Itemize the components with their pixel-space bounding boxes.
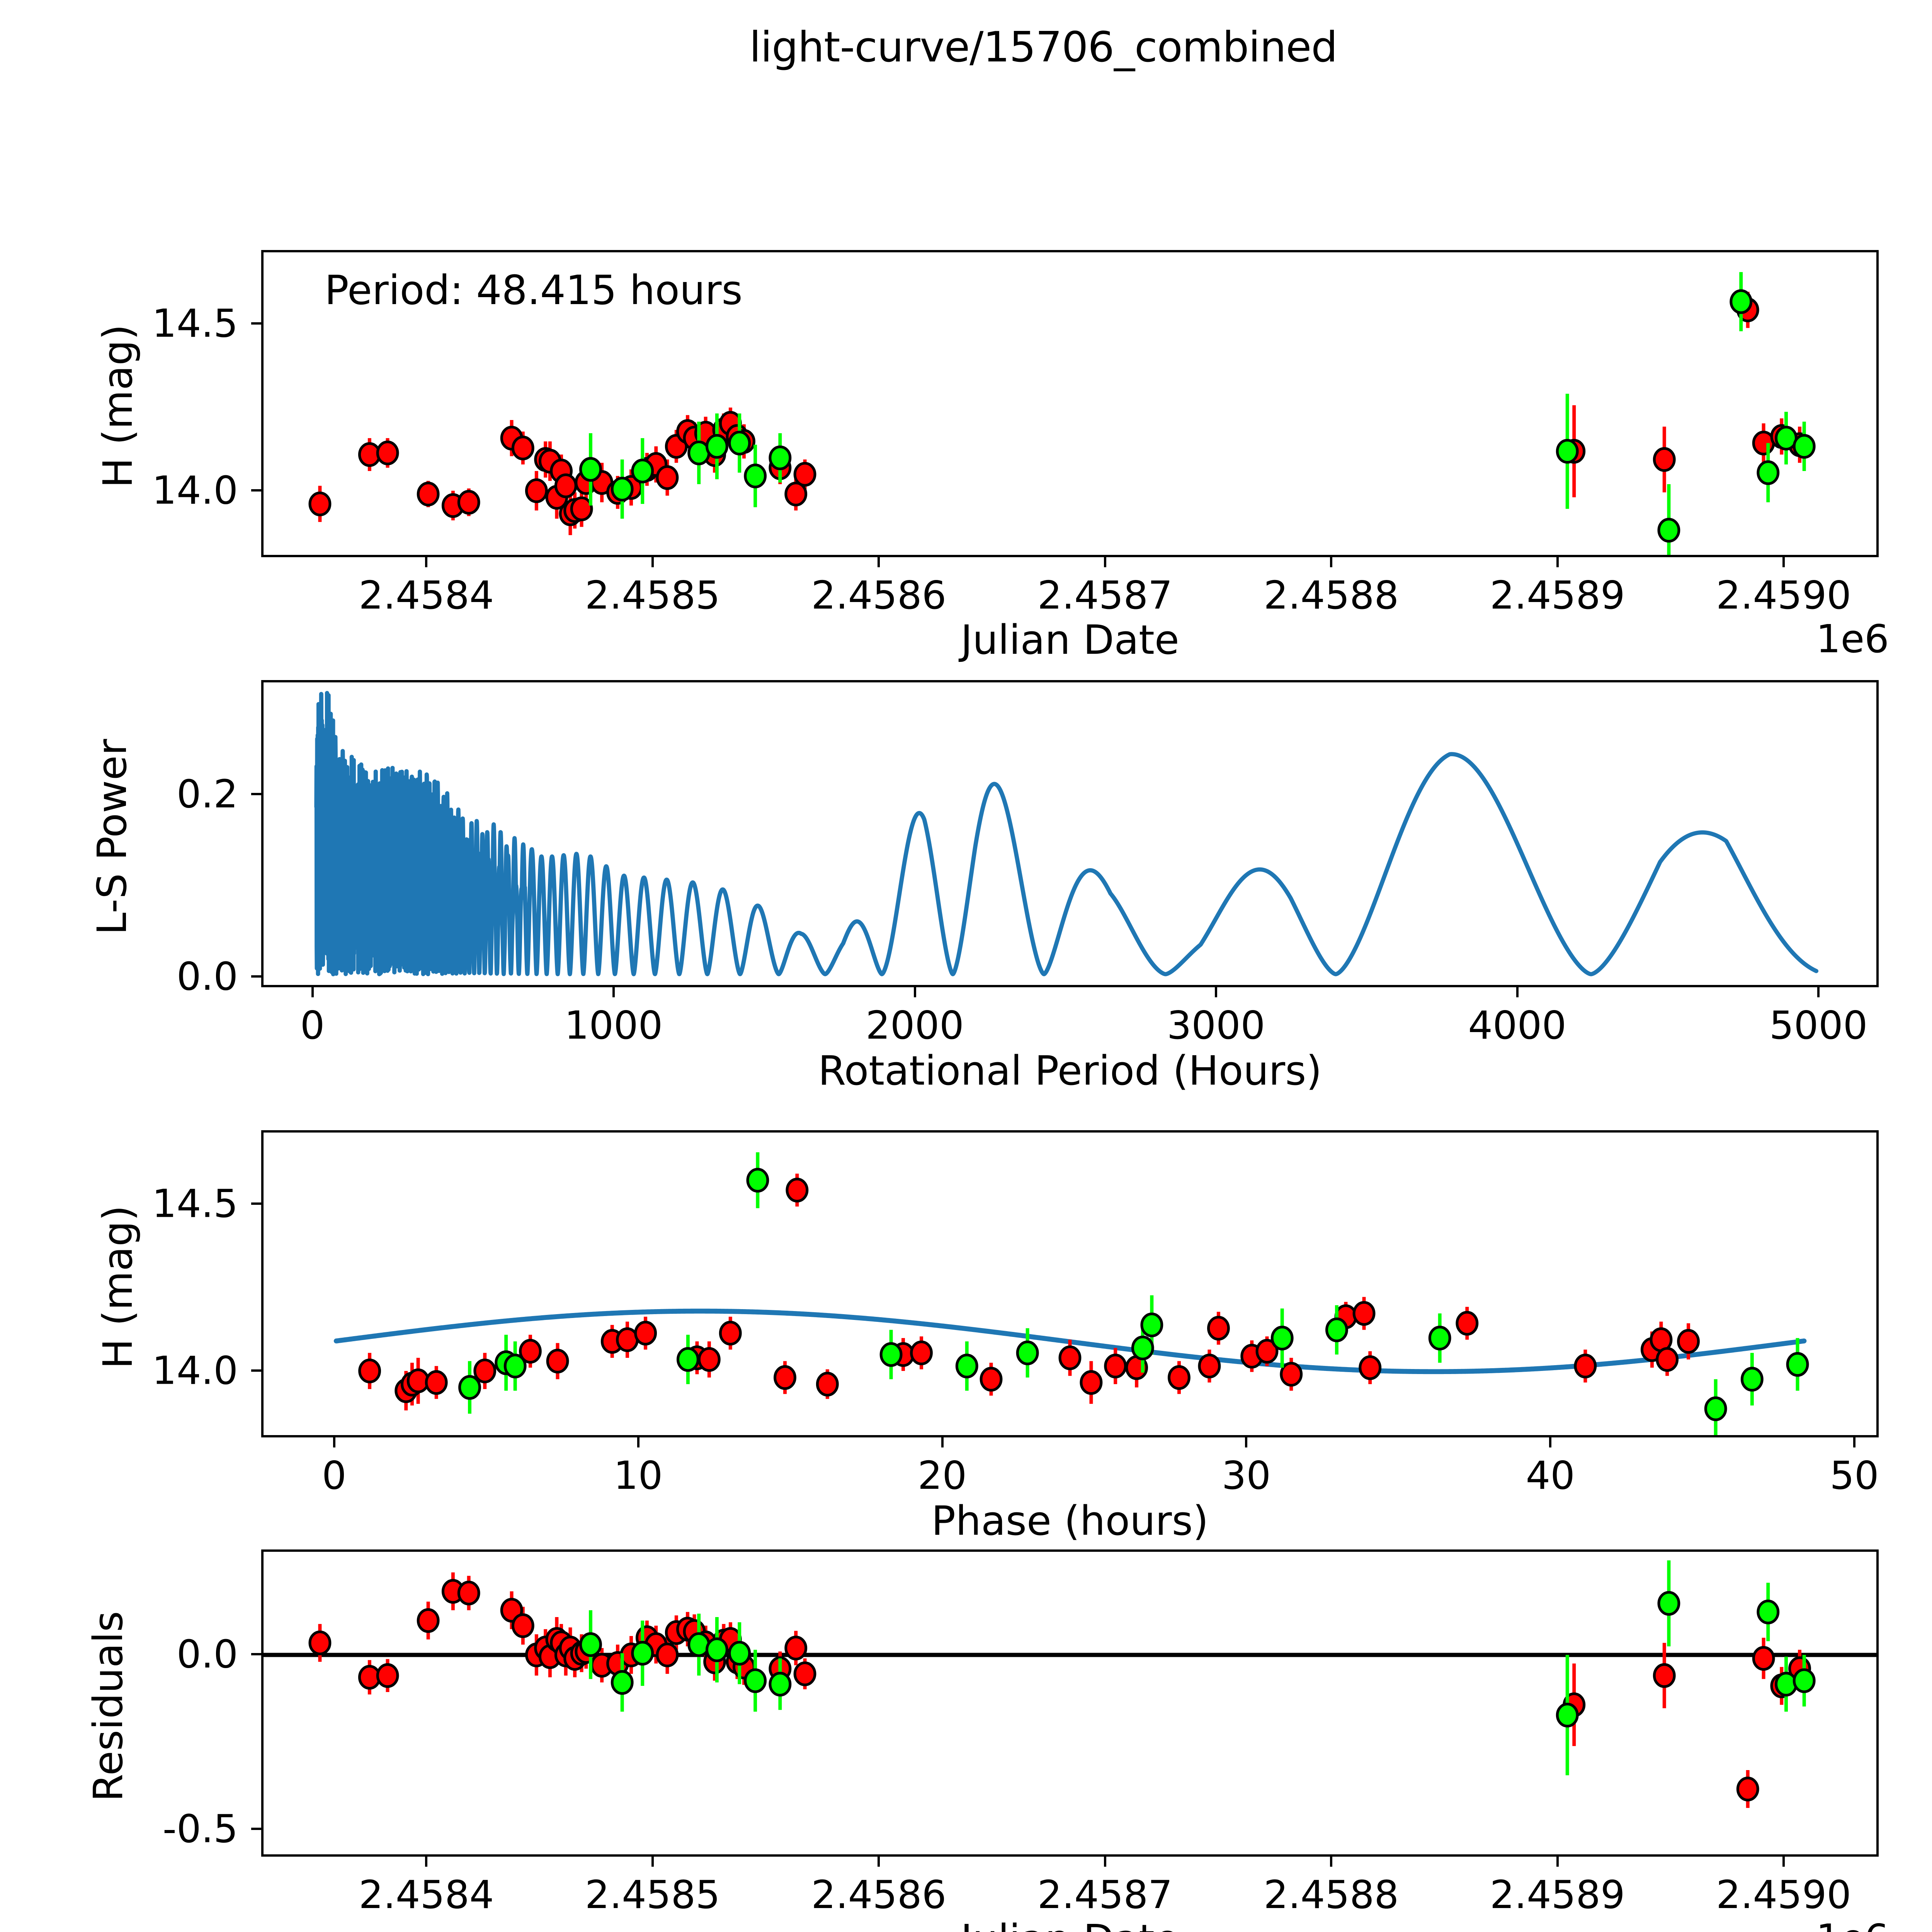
x-tick-label: 2.4589 bbox=[1490, 573, 1625, 618]
x-tick-mark bbox=[1817, 987, 1820, 997]
x-tick-label: 2.4589 bbox=[1490, 1872, 1625, 1917]
x-tick-label: 2.4587 bbox=[1037, 1872, 1173, 1917]
x-tick-mark bbox=[333, 1437, 335, 1447]
x-tick-label: 1000 bbox=[564, 1003, 663, 1048]
x-tick-mark bbox=[1556, 1857, 1559, 1867]
x-tick-mark bbox=[1556, 557, 1559, 567]
y-tick-label: 14.0 bbox=[152, 1348, 238, 1393]
x-tick-mark bbox=[637, 1437, 639, 1447]
phase-folded-panel bbox=[261, 1130, 1879, 1437]
light-curve-plot-area bbox=[308, 272, 1816, 555]
periodogram-panel bbox=[261, 680, 1879, 987]
y-tick-label: 14.0 bbox=[152, 468, 238, 513]
x-tick-mark bbox=[425, 1857, 428, 1867]
light-curve-xlabel: Julian Date bbox=[961, 616, 1179, 663]
x-tick-label: 0 bbox=[300, 1003, 325, 1048]
x-tick-mark bbox=[1104, 1857, 1106, 1867]
period-annotation: Period: 48.415 hours bbox=[325, 267, 743, 314]
y-tick-mark bbox=[251, 1202, 261, 1205]
x-tick-label: 2.4590 bbox=[1716, 1872, 1852, 1917]
x-tick-mark bbox=[1245, 1437, 1248, 1447]
y-tick-mark bbox=[251, 793, 261, 795]
x-tick-mark bbox=[1104, 557, 1106, 567]
x-tick-label: 10 bbox=[614, 1453, 663, 1498]
x-tick-mark bbox=[311, 987, 314, 997]
y-tick-mark bbox=[251, 489, 261, 492]
x-tick-label: 2.4590 bbox=[1716, 573, 1852, 618]
x-tick-mark bbox=[913, 987, 916, 997]
x-tick-mark bbox=[878, 557, 880, 567]
x-tick-mark bbox=[651, 1857, 654, 1867]
x-tick-label: 4000 bbox=[1468, 1003, 1566, 1048]
residuals-plot-area bbox=[264, 1560, 1876, 1808]
y-tick-mark bbox=[251, 1653, 261, 1656]
x-tick-label: 2000 bbox=[866, 1003, 964, 1048]
periodogram-xlabel: Rotational Period (Hours) bbox=[818, 1047, 1322, 1094]
x-tick-mark bbox=[612, 987, 615, 997]
x-tick-label: 2.4588 bbox=[1264, 573, 1399, 618]
x-tick-label: 2.4584 bbox=[359, 1872, 494, 1917]
x-tick-label: 2.4587 bbox=[1037, 573, 1173, 618]
x-tick-label: 5000 bbox=[1769, 1003, 1868, 1048]
light-curve-x-offset: 1e6 bbox=[1816, 616, 1889, 662]
periodogram-ylabel: L-S Power bbox=[88, 739, 136, 935]
x-tick-label: 30 bbox=[1221, 1453, 1271, 1498]
x-tick-label: 2.4586 bbox=[811, 1872, 947, 1917]
x-tick-mark bbox=[425, 557, 428, 567]
x-tick-mark bbox=[1782, 1857, 1785, 1867]
x-tick-mark bbox=[1853, 1437, 1856, 1447]
y-tick-mark bbox=[251, 1369, 261, 1372]
residuals-ylabel: Residuals bbox=[85, 1611, 132, 1802]
y-tick-label: -0.5 bbox=[162, 1806, 238, 1852]
phase-folded-ylabel: H (mag) bbox=[94, 1205, 141, 1369]
y-tick-mark bbox=[251, 1827, 261, 1830]
x-tick-mark bbox=[1330, 557, 1333, 567]
x-tick-label: 20 bbox=[917, 1453, 967, 1498]
y-tick-label: 0.0 bbox=[176, 954, 238, 999]
residuals-x-offset: 1e6 bbox=[1816, 1916, 1889, 1932]
phase-folded-xlabel: Phase (hours) bbox=[931, 1497, 1209, 1544]
light-curve-ylabel: H (mag) bbox=[94, 324, 141, 488]
x-tick-label: 40 bbox=[1526, 1453, 1575, 1498]
light-curve-panel bbox=[261, 250, 1879, 557]
x-tick-label: 2.4585 bbox=[585, 573, 720, 618]
y-tick-label: 0.2 bbox=[176, 771, 238, 817]
y-tick-mark bbox=[251, 975, 261, 978]
residuals-panel bbox=[261, 1549, 1879, 1857]
x-tick-mark bbox=[1782, 557, 1785, 567]
x-tick-label: 3000 bbox=[1167, 1003, 1265, 1048]
x-tick-mark bbox=[1330, 1857, 1333, 1867]
figure-title: light-curve/15706_combined bbox=[749, 23, 1338, 71]
periodogram-plot-area bbox=[314, 691, 1819, 976]
x-tick-label: 2.4588 bbox=[1264, 1872, 1399, 1917]
x-tick-label: 2.4586 bbox=[811, 573, 947, 618]
y-tick-label: 14.5 bbox=[152, 1181, 238, 1226]
x-tick-mark bbox=[651, 557, 654, 567]
x-tick-label: 2.4584 bbox=[359, 573, 494, 618]
phase-folded-plot-area bbox=[333, 1152, 1809, 1435]
y-tick-label: 14.5 bbox=[152, 301, 238, 346]
y-tick-mark bbox=[251, 322, 261, 325]
x-tick-label: 0 bbox=[322, 1453, 347, 1498]
x-tick-label: 50 bbox=[1830, 1453, 1879, 1498]
x-tick-label: 2.4585 bbox=[585, 1872, 720, 1917]
x-tick-mark bbox=[941, 1437, 944, 1447]
y-tick-label: 0.0 bbox=[176, 1631, 238, 1677]
residuals-xlabel: Julian Date bbox=[684, 1916, 1456, 1932]
x-tick-mark bbox=[1215, 987, 1218, 997]
x-tick-mark bbox=[1516, 987, 1519, 997]
x-tick-mark bbox=[1549, 1437, 1552, 1447]
x-tick-mark bbox=[878, 1857, 880, 1867]
